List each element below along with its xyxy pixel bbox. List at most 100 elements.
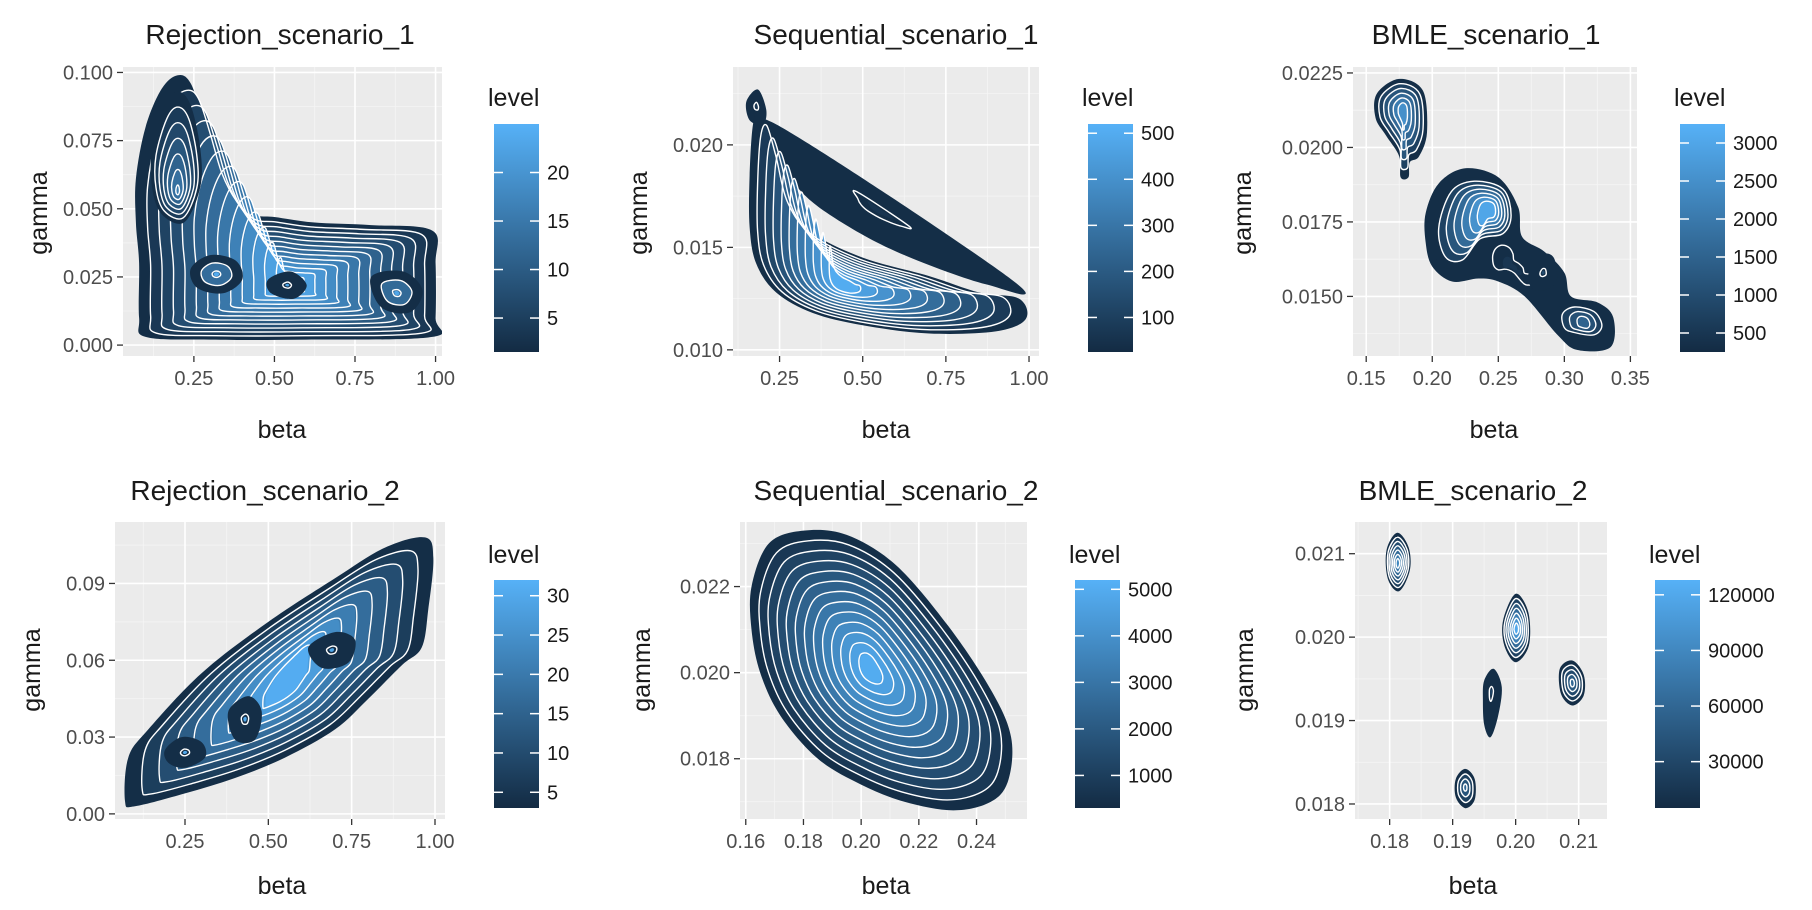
x-axis-title: beta [862, 872, 911, 900]
density-region [164, 736, 207, 768]
contour-line [1507, 607, 1526, 649]
contour-line [1395, 557, 1401, 569]
legend: level 100 200 300 400 500 [1082, 84, 1174, 352]
panel-1: 0.25 0.50 0.75 1.00 0.000 0.025 0.050 0.075 0.10… [25, 19, 569, 444]
density-band [265, 647, 309, 707]
axes: 0.25 0.50 0.75 1.00 0.000 0.025 0.050 0.075 0.10… [63, 62, 455, 390]
panel-3: 0.15 0.20 0.25 0.30 0.35 0.0150 0.0175 0.0200 0.… [1229, 19, 1778, 444]
legend: level 1000 2000 3000 4000 5000 [1069, 541, 1173, 808]
contour-line [852, 189, 912, 230]
y-tick-label: 0.06 [66, 650, 105, 672]
density-band [860, 654, 882, 683]
x-tick-label: 0.21 [1559, 831, 1598, 853]
axes: 0.16 0.18 0.20 0.22 0.24 0.018 0.020 0.022 [680, 577, 996, 853]
y-tick-label: 0.09 [66, 573, 105, 595]
y-tick-label: 0.00 [66, 804, 105, 826]
contour-line [179, 748, 191, 757]
x-tick-label: 0.18 [784, 831, 823, 853]
legend-title: level [1069, 541, 1120, 569]
contour-line [1390, 545, 1406, 581]
density-layer [135, 74, 442, 340]
contour-line [1387, 92, 1417, 151]
legend-label: 3000 [1128, 672, 1173, 694]
contour-line [154, 106, 199, 220]
x-tick-label: 0.20 [842, 831, 881, 853]
density-region [1454, 768, 1476, 809]
y-axis-title: gamma [1229, 171, 1257, 254]
density-band [1490, 689, 1493, 696]
density-band [830, 247, 859, 293]
density-region [748, 111, 1028, 334]
contour-line [1462, 783, 1468, 792]
contour-line [812, 600, 938, 738]
density-band [243, 716, 247, 722]
legend-label: 3000 [1733, 133, 1778, 155]
density-region [150, 91, 202, 224]
contour-line [1397, 102, 1409, 131]
legend-label: 2000 [1733, 209, 1778, 231]
density-band [1570, 679, 1574, 687]
contour-line [788, 177, 945, 315]
density-region [124, 537, 434, 808]
panel-2: 0.25 0.50 0.75 1.00 0.010 0.015 0.020 Sequentia… [625, 19, 1174, 444]
y-tick-label: 0.021 [1295, 544, 1345, 566]
density-region [1482, 668, 1502, 738]
contour-line [1456, 773, 1474, 804]
y-tick-label: 0.020 [673, 135, 723, 157]
legend-label: 4000 [1128, 626, 1173, 648]
contour-line [839, 631, 906, 706]
contour-line [391, 288, 402, 298]
contour-line [262, 644, 312, 710]
x-tick-label: 0.75 [336, 368, 375, 390]
y-tick-label: 0.015 [673, 237, 723, 259]
legend-label: 2500 [1733, 171, 1778, 193]
density-region [1558, 660, 1586, 706]
density-region [1385, 532, 1411, 592]
density-layer [1385, 532, 1586, 809]
density-layer [745, 89, 1028, 334]
legend-label: 10 [547, 743, 569, 765]
contour-line [1459, 778, 1471, 798]
density-band [213, 272, 220, 277]
contour-line [216, 180, 363, 313]
density-band [1541, 270, 1545, 275]
density-band [1463, 784, 1467, 791]
contour-line [175, 576, 389, 771]
contour-line [192, 590, 373, 759]
legend-label: 90000 [1708, 640, 1764, 662]
legend-title: level [1082, 84, 1133, 112]
legend-title: level [488, 84, 539, 112]
density-region [1502, 593, 1531, 663]
y-tick-label: 0.010 [673, 340, 723, 362]
contour-line [166, 153, 188, 206]
panel-5: 0.16 0.18 0.20 0.22 0.24 0.018 0.020 0.022 Seque… [628, 475, 1173, 900]
legend-label: 30 [547, 586, 569, 608]
contour-line [162, 137, 192, 210]
contour-line [764, 137, 995, 327]
x-tick-label: 1.00 [1010, 368, 1049, 390]
contour-line [1461, 192, 1503, 241]
x-tick-label: 0.19 [1433, 831, 1472, 853]
contour-line [380, 279, 413, 306]
y-tick-label: 0.020 [1295, 627, 1345, 649]
y-tick-label: 0.022 [680, 577, 730, 599]
legend-label: 5 [547, 308, 558, 330]
x-axis-title: beta [1449, 872, 1498, 900]
contour-line [158, 121, 196, 215]
contour-line [1576, 315, 1591, 330]
legend-colorbar [494, 580, 539, 808]
contour-line [1386, 536, 1410, 589]
contour-line [820, 231, 879, 298]
legend-label: 30000 [1708, 752, 1764, 774]
contour-line [776, 559, 981, 780]
y-tick-label: 0.018 [680, 749, 730, 771]
panel-6: 0.18 0.19 0.20 0.21 0.018 0.019 0.020 0.021 BMLE… [1231, 475, 1775, 900]
density-band [394, 291, 400, 296]
contour-line [146, 89, 432, 337]
density-region [759, 118, 1026, 295]
density-band [1502, 256, 1522, 276]
contour-line [181, 135, 398, 325]
density-region [1374, 78, 1428, 180]
contour-line [785, 570, 970, 770]
